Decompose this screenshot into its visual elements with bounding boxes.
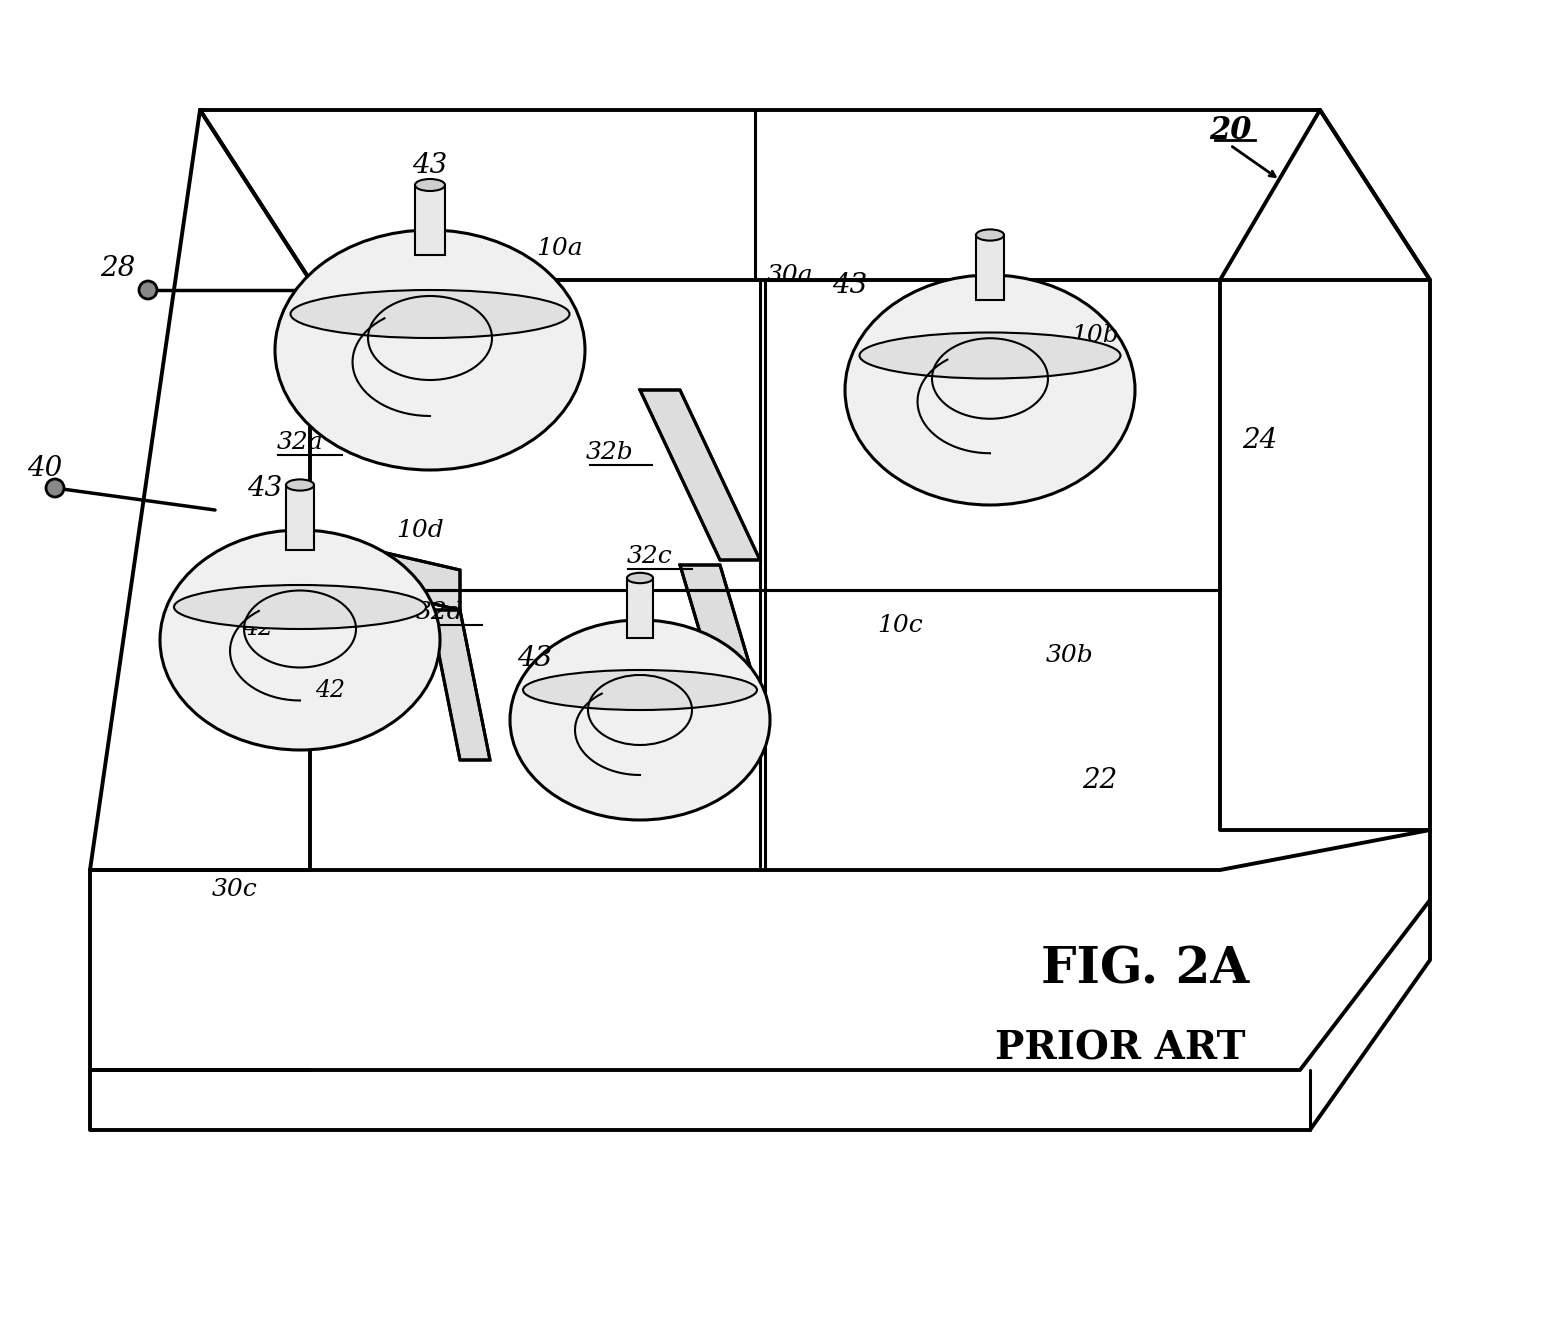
Text: 30b: 30b: [1047, 644, 1095, 666]
Text: 43: 43: [247, 475, 283, 502]
Polygon shape: [430, 610, 490, 760]
Ellipse shape: [846, 275, 1135, 506]
Text: 32b: 32b: [586, 440, 634, 464]
Text: 42: 42: [243, 617, 274, 640]
Ellipse shape: [46, 479, 63, 498]
Ellipse shape: [159, 530, 441, 750]
Text: 24: 24: [1243, 426, 1277, 453]
Polygon shape: [976, 235, 1003, 300]
Polygon shape: [329, 540, 461, 610]
Text: FIG. 2A: FIG. 2A: [1040, 945, 1249, 995]
Text: 10a: 10a: [536, 236, 583, 260]
Ellipse shape: [523, 670, 758, 709]
Polygon shape: [628, 578, 652, 638]
Polygon shape: [414, 185, 445, 255]
Text: 20: 20: [1209, 114, 1251, 146]
Ellipse shape: [275, 231, 584, 469]
Ellipse shape: [860, 333, 1121, 378]
Text: 32d: 32d: [416, 601, 464, 624]
Ellipse shape: [139, 282, 158, 299]
Text: 32c: 32c: [628, 544, 673, 567]
Polygon shape: [640, 390, 761, 561]
Ellipse shape: [976, 229, 1003, 240]
Polygon shape: [286, 485, 314, 550]
Polygon shape: [680, 565, 761, 700]
Ellipse shape: [286, 479, 314, 491]
Text: 10d: 10d: [396, 519, 444, 542]
Text: 28: 28: [100, 255, 136, 282]
Ellipse shape: [628, 573, 652, 583]
Text: 40: 40: [28, 455, 63, 481]
Text: 42: 42: [315, 679, 345, 701]
Text: 43: 43: [832, 271, 867, 299]
Ellipse shape: [175, 585, 427, 629]
Text: 10b: 10b: [1071, 323, 1119, 346]
Ellipse shape: [414, 178, 445, 190]
Ellipse shape: [291, 290, 569, 338]
Text: 32a: 32a: [277, 430, 323, 453]
Text: 10c: 10c: [877, 613, 923, 637]
Text: 43: 43: [413, 152, 448, 178]
Text: 22: 22: [1082, 767, 1118, 794]
Text: 30c: 30c: [212, 878, 258, 901]
Text: 43: 43: [518, 645, 552, 672]
Ellipse shape: [510, 620, 770, 819]
Text: PRIOR ART: PRIOR ART: [994, 1029, 1245, 1067]
Text: 30a: 30a: [767, 263, 813, 287]
